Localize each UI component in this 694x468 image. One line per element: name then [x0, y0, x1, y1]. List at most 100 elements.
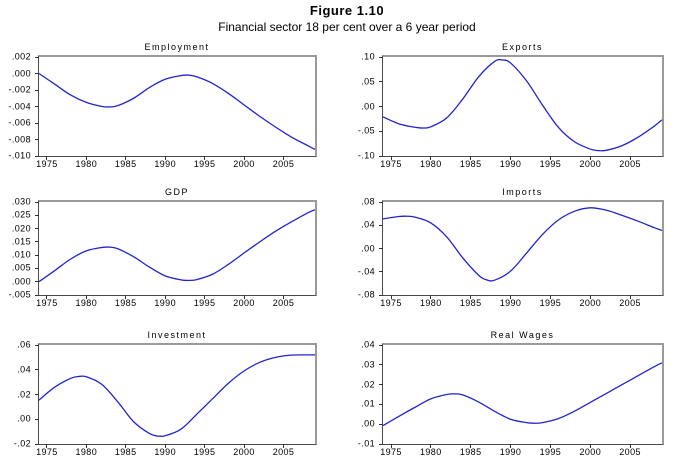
x-tick-label: 1980	[75, 298, 98, 308]
line-chart-svg	[382, 58, 663, 152]
y-tick-label: .03	[361, 359, 375, 370]
x-tick-label: 1980	[75, 159, 98, 169]
x-tick-mark	[430, 444, 432, 448]
x-tick-mark	[243, 295, 245, 299]
x-tick-mark	[125, 444, 127, 448]
y-tick-mark	[35, 394, 39, 395]
chart-panel-employment: Employment .002 .000 -.002 -.004 -.006 -.008 -…	[8, 42, 317, 169]
x-tick-mark	[510, 444, 511, 448]
series-line	[38, 72, 316, 150]
y-tick-mark	[35, 281, 39, 283]
x-tick-label: 1985	[114, 159, 137, 169]
y-tick-mark	[379, 384, 383, 386]
y-tick-label: .015	[11, 236, 31, 247]
x-tick-mark	[629, 295, 631, 299]
x-tick-label: 1985	[114, 298, 137, 308]
line-chart-svg	[38, 209, 316, 283]
y-tick-mark	[35, 267, 39, 269]
x-tick-label: 1980	[75, 447, 98, 457]
x-tick-mark	[125, 156, 127, 160]
y-tick-mark	[35, 73, 39, 74]
x-tick-mark	[390, 295, 392, 299]
y-tick-label: .000	[11, 68, 31, 78]
y-tick-label: .002	[11, 51, 31, 62]
x-tick-mark	[46, 295, 48, 299]
y-tick-mark	[379, 364, 383, 366]
x-tick-label: 2005	[272, 298, 295, 308]
y-tick-label: -.008	[8, 134, 31, 144]
x-tick-mark	[430, 156, 432, 160]
x-tick-mark	[470, 444, 472, 448]
x-tick-label: 1975	[380, 298, 402, 308]
y-tick-label: .020	[11, 223, 31, 234]
y-tick-mark	[379, 130, 383, 132]
y-tick-label: .00	[361, 418, 375, 429]
x-tick-label: 1995	[193, 447, 216, 457]
x-tick-label: 1975	[36, 298, 58, 308]
y-tick-label: -.010	[8, 150, 31, 161]
y-tick-label: .08	[361, 196, 375, 207]
x-tick-label: 2005	[272, 159, 295, 169]
y-tick-mark	[35, 56, 39, 58]
y-tick-mark	[35, 443, 39, 445]
x-tick-mark	[470, 295, 472, 299]
y-tick-mark	[379, 81, 383, 83]
x-tick-label: 1990	[499, 447, 522, 457]
x-tick-label: 2005	[619, 159, 641, 169]
figure-subtitle: Financial sector 18 per cent over a 6 ye…	[218, 20, 476, 34]
x-tick-mark	[164, 156, 166, 160]
x-tick-label: 2005	[619, 298, 641, 308]
figure-header: Figure 1.10 Financial sector 18 per cent…	[0, 3, 694, 34]
y-tick-mark	[35, 228, 39, 230]
x-tick-label: 2000	[233, 159, 255, 169]
x-tick-mark	[430, 295, 432, 299]
x-tick-label: 2000	[579, 159, 602, 169]
x-tick-mark	[204, 156, 206, 160]
y-tick-mark	[379, 56, 383, 58]
series-line	[382, 207, 663, 282]
line-chart-svg	[38, 72, 316, 150]
x-tick-label: 2000	[233, 447, 255, 457]
series-line	[38, 354, 316, 438]
x-tick-label: 2000	[579, 447, 602, 457]
x-tick-label: 1975	[380, 159, 402, 169]
y-tick-label: .04	[361, 219, 375, 230]
panel-title: Exports	[501, 42, 543, 52]
x-tick-mark	[589, 295, 591, 299]
y-tick-label: .06	[17, 339, 31, 350]
y-tick-mark	[35, 201, 39, 203]
x-tick-label: 1995	[193, 159, 216, 169]
x-tick-mark	[510, 156, 511, 160]
series-line	[38, 209, 316, 283]
y-tick-mark	[35, 89, 39, 91]
y-tick-mark	[379, 344, 383, 346]
x-tick-mark	[629, 156, 631, 160]
x-tick-mark	[390, 156, 392, 160]
y-tick-mark	[379, 443, 383, 445]
y-tick-mark	[379, 294, 383, 296]
y-tick-mark	[35, 254, 39, 256]
panel-title: GDP	[164, 187, 189, 197]
x-tick-mark	[470, 156, 472, 160]
x-tick-label: 1995	[539, 298, 562, 308]
x-tick-mark	[164, 295, 166, 299]
y-tick-label: .00	[361, 101, 375, 111]
chart-panel-imports: Imports .08 .04 .00 -.04 -.08 1975 1980 1985 199…	[358, 187, 664, 308]
x-tick-mark	[283, 444, 284, 448]
x-tick-label: 1980	[419, 298, 442, 308]
y-tick-mark	[379, 403, 383, 405]
x-tick-label: 1990	[154, 298, 176, 308]
y-tick-label: -.01	[357, 438, 375, 449]
y-tick-mark	[35, 369, 39, 371]
x-tick-mark	[589, 444, 591, 448]
y-tick-label: .00	[361, 243, 375, 253]
y-tick-label: .025	[11, 209, 31, 220]
y-tick-label: -.05	[357, 125, 375, 136]
y-tick-mark	[379, 224, 383, 226]
y-tick-label: .04	[361, 339, 375, 350]
y-tick-label: .030	[11, 196, 31, 207]
x-tick-mark	[164, 444, 166, 448]
x-tick-label: 1980	[419, 159, 442, 169]
x-tick-label: 1995	[193, 298, 216, 308]
y-tick-mark	[35, 294, 39, 296]
